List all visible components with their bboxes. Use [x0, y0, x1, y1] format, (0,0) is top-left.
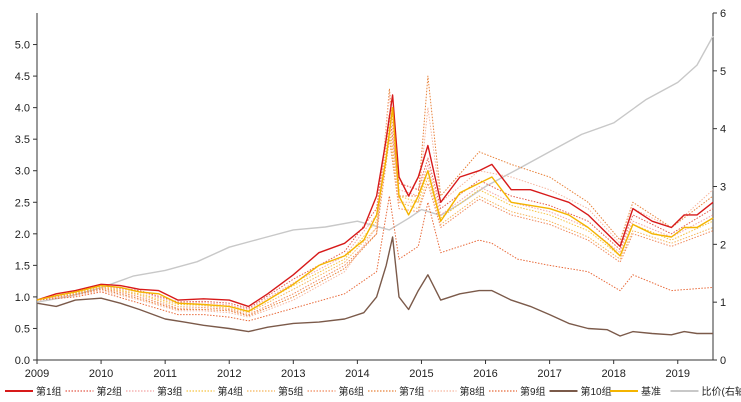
- left-y-tick-label: 3.5: [15, 134, 30, 146]
- x-tick-label: 2010: [89, 368, 113, 380]
- right-y-tick-label: 4: [720, 124, 726, 136]
- series-line-9: [36, 195, 714, 322]
- right-y-tick-label: 2: [720, 239, 726, 251]
- series-line-8: [36, 94, 714, 318]
- x-tick-label: 2019: [666, 368, 690, 380]
- series-line-10: [36, 236, 713, 337]
- series-line-1: [36, 94, 714, 308]
- right-y-tick-label: 1: [720, 297, 726, 309]
- series-line-6: [36, 138, 714, 316]
- series-lines: [36, 35, 714, 337]
- left-y-tick-label: 0.0: [15, 355, 30, 367]
- x-tick-label: 2012: [217, 368, 241, 380]
- x-tick-label: 2014: [345, 368, 369, 380]
- left-y-tick-label: 4.0: [15, 103, 30, 115]
- left-y-tick-label: 5.0: [15, 40, 30, 52]
- legend-label: 第4组: [218, 385, 244, 398]
- right-y-tick-label: 5: [720, 66, 726, 78]
- series-line-7: [36, 75, 714, 317]
- legend-label: 第8组: [460, 385, 486, 398]
- series-line-3: [36, 119, 714, 310]
- left-y-tick-label: 2.0: [15, 229, 30, 241]
- x-tick-label: 2018: [601, 368, 625, 380]
- left-y-tick-label: 0.5: [15, 323, 30, 335]
- x-tick-label: 2009: [25, 368, 49, 380]
- legend-label: 比价(右轴: [702, 385, 741, 398]
- left-y-tick-label: 2.5: [15, 197, 30, 209]
- legend-label: 第2组: [97, 385, 123, 398]
- legend: 第1组 第2组 第3组 第4组 第5组 第6组 第7组 第8组 第9组 第10组 基准 比价(右轴: [5, 385, 741, 398]
- left-y-tick-label: 1.0: [15, 292, 30, 304]
- left-y-tick-label: 1.5: [15, 260, 30, 272]
- left-y-tick-label: 3.0: [15, 166, 30, 178]
- legend-label: 第9组: [520, 385, 546, 398]
- x-tick-label: 2013: [281, 368, 305, 380]
- axes: 0.0 0.5 1.0 1.5 2.0 2.5 3.0 3.5 4.0 4.5 5.0 0 1 2 3 4 5 6…: [15, 8, 726, 380]
- x-tick-label: 2011: [153, 368, 177, 380]
- right-y-tick-label: 0: [720, 355, 726, 367]
- right-y-tick-label: 6: [720, 8, 726, 20]
- legend-label: 第1组: [36, 385, 62, 398]
- legend-label: 第5组: [278, 385, 304, 398]
- legend-label: 第6组: [339, 385, 365, 398]
- legend-label: 基准: [641, 385, 661, 398]
- right-y-tick-label: 3: [720, 182, 726, 194]
- series-line-5: [36, 132, 714, 314]
- series-line-11: [36, 106, 714, 313]
- x-tick-label: 2015: [409, 368, 433, 380]
- x-tick-label: 2016: [473, 368, 497, 380]
- left-y-tick-label: 4.5: [15, 71, 30, 83]
- x-tick-label: 2017: [537, 368, 561, 380]
- series-line-12: [36, 35, 714, 303]
- legend-label: 第3组: [157, 385, 183, 398]
- series-line-4: [36, 126, 714, 312]
- series-line-2: [36, 113, 714, 309]
- legend-label: 第10组: [581, 385, 612, 398]
- legend-label: 第7组: [399, 385, 425, 398]
